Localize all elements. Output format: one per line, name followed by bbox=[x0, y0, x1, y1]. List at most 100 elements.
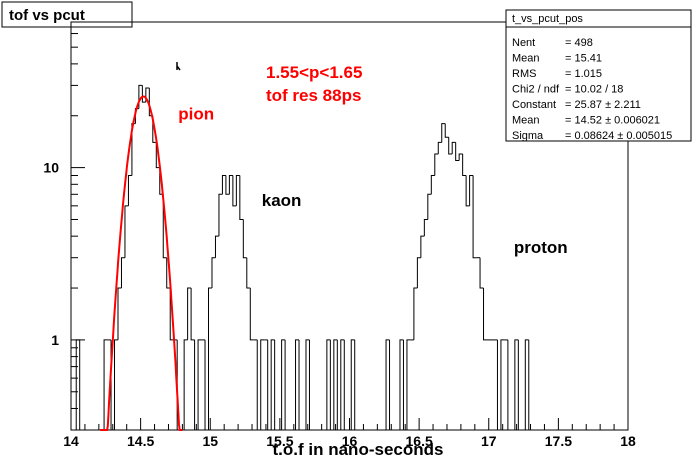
histogram-bin bbox=[507, 339, 512, 431]
histogram-bin bbox=[249, 288, 254, 341]
histogram-bin bbox=[155, 142, 160, 169]
histogram-bin bbox=[281, 339, 286, 430]
histogram-bin bbox=[524, 339, 529, 430]
histogram-bin bbox=[221, 174, 226, 195]
histogram-bin bbox=[517, 339, 522, 431]
histogram-bin bbox=[127, 174, 132, 206]
histogram-bin bbox=[465, 175, 470, 207]
histogram-bin bbox=[430, 174, 435, 195]
stats-row-label: Mean bbox=[512, 115, 540, 127]
stats-row-label: RMS bbox=[512, 68, 536, 80]
histogram-bin bbox=[267, 339, 272, 431]
histogram-series bbox=[75, 84, 533, 431]
stats-row-label: Sigma bbox=[512, 130, 544, 142]
histogram-bin bbox=[483, 288, 488, 341]
histogram-bin bbox=[134, 108, 139, 124]
stats-row-value: = 1.015 bbox=[565, 68, 602, 80]
histogram-bin bbox=[242, 219, 247, 259]
histogram-bin bbox=[225, 175, 230, 195]
histogram-bin bbox=[218, 193, 223, 237]
histogram-bin bbox=[298, 339, 303, 431]
histogram-bin bbox=[274, 339, 279, 431]
histogram-bin bbox=[528, 339, 533, 431]
histogram-bin bbox=[183, 339, 188, 430]
gaussian-fit-curve bbox=[100, 95, 183, 431]
stats-row-value: = 25.87 ± 2.211 bbox=[565, 99, 641, 111]
histogram-bin bbox=[451, 141, 456, 154]
histogram-bin bbox=[462, 153, 467, 176]
histogram-bin bbox=[441, 123, 446, 143]
histogram-bin bbox=[354, 339, 359, 431]
histogram-bin bbox=[385, 339, 390, 430]
histogram-bin bbox=[402, 339, 407, 431]
histogram-bin bbox=[124, 205, 129, 258]
histogram-bin bbox=[455, 142, 460, 161]
histogram-bin bbox=[141, 85, 146, 103]
histogram-bin bbox=[336, 339, 341, 431]
y-tick-label: 1 bbox=[51, 332, 59, 348]
histogram-bin bbox=[114, 339, 118, 430]
momentum-cut-label: 1.55<p<1.65 bbox=[266, 63, 362, 82]
peak-label-pion: pion bbox=[178, 105, 214, 124]
histogram-bin bbox=[496, 339, 501, 431]
x-tick-label: 18 bbox=[620, 433, 636, 449]
histogram-bin bbox=[295, 339, 300, 430]
histogram-bin bbox=[232, 175, 237, 207]
histogram-bin bbox=[448, 137, 453, 155]
stats-row-value: = 14.52 ± 0.006021 bbox=[565, 115, 660, 127]
histogram-bin bbox=[162, 194, 167, 259]
stats-row-label: Mean bbox=[512, 53, 540, 65]
histogram-bin bbox=[416, 257, 421, 289]
histogram-bin bbox=[166, 257, 171, 289]
histogram-bin bbox=[308, 339, 313, 431]
histogram-bin bbox=[305, 339, 310, 430]
peak-labels: pion kaon proton bbox=[178, 105, 567, 257]
histogram-bin bbox=[514, 339, 519, 430]
stats-box-frame bbox=[505, 9, 692, 142]
stats-row-value: = 10.02 / 18 bbox=[565, 84, 623, 96]
x-tick-label: 14 bbox=[63, 433, 79, 449]
y-axis: 1 10 bbox=[43, 33, 85, 431]
histogram-bin bbox=[103, 339, 108, 430]
x-tick-label: 15.5 bbox=[266, 433, 293, 449]
histogram-bin bbox=[399, 339, 404, 430]
histogram-bin bbox=[326, 339, 331, 430]
stray-marker bbox=[176, 62, 181, 71]
histogram-bin bbox=[117, 287, 122, 340]
canvas-title: tof vs pcut bbox=[9, 7, 85, 24]
histogram-bin bbox=[204, 339, 209, 431]
histogram-bin bbox=[284, 339, 289, 431]
y-tick-label: 10 bbox=[43, 160, 59, 176]
histogram-bin bbox=[197, 339, 202, 430]
x-tick-label: 15 bbox=[202, 433, 218, 449]
histogram-bin bbox=[350, 339, 355, 430]
histogram-bin bbox=[444, 123, 449, 138]
stats-rows: Nent = 498 Mean = 15.41 RMS = 1.015 Chi2 / ndf… bbox=[512, 37, 672, 142]
histogram-bin bbox=[228, 174, 233, 195]
histogram-bin bbox=[406, 339, 411, 430]
histogram-bin bbox=[194, 339, 199, 431]
x-tick-label: 16.5 bbox=[406, 433, 433, 449]
histogram-bin bbox=[235, 174, 240, 206]
histogram-bin bbox=[340, 339, 345, 430]
stats-row-value: = 15.41 bbox=[565, 53, 602, 65]
histogram-bin bbox=[75, 339, 80, 430]
histogram-bin bbox=[389, 339, 394, 431]
x-tick-label: 16 bbox=[342, 433, 358, 449]
histogram-bin bbox=[239, 175, 244, 220]
x-tick-label: 14.5 bbox=[127, 433, 154, 449]
stats-row-label: Constant bbox=[512, 99, 556, 111]
resolution-label: tof res 88ps bbox=[266, 86, 361, 105]
x-tick-label: 17 bbox=[481, 433, 497, 449]
stats-box: t_vs_pcut_pos Nent = 498 Mean = 15.41 RMS = 1… bbox=[505, 9, 692, 142]
stats-row-value: = 498 bbox=[565, 37, 593, 49]
histogram-bin bbox=[190, 288, 195, 341]
histogram-bin bbox=[211, 257, 216, 289]
histogram-bin bbox=[329, 339, 334, 431]
histogram-bin bbox=[208, 287, 212, 430]
stats-row-label: Nent bbox=[512, 37, 535, 49]
histogram-bin bbox=[79, 339, 84, 431]
peak-label-proton: proton bbox=[514, 238, 568, 257]
x-axis: 14 14.5 15 15.5 16 16.5 17 17.5 18 bbox=[63, 418, 636, 449]
